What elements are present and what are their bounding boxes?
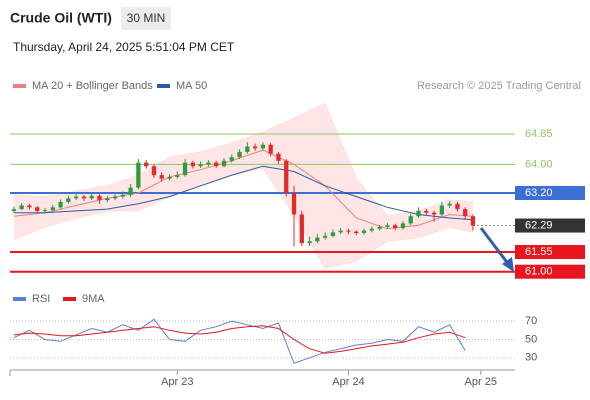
legend-label: MA 50 — [176, 80, 207, 92]
level-box — [515, 218, 585, 233]
bollinger-lower — [13, 167, 474, 269]
candle-body — [268, 144, 273, 154]
level-box — [515, 245, 585, 260]
candle-body — [315, 237, 320, 242]
candle-body — [50, 207, 55, 211]
candle-body — [120, 194, 125, 197]
candle-body — [299, 214, 304, 244]
x-tick-label: Apr 24 — [332, 376, 364, 388]
timestamp: Thursday, April 24, 2025 5:51:04 PM CET — [13, 40, 235, 54]
candle-body — [42, 210, 48, 212]
arrow-shaft — [479, 227, 511, 266]
candle-body — [439, 205, 444, 215]
candle-body — [322, 235, 328, 238]
candle-body — [97, 195, 102, 201]
moving-average — [13, 165, 474, 221]
candle-body — [284, 160, 289, 193]
x-tick-label: Apr 25 — [465, 376, 497, 388]
candle-body — [291, 193, 297, 215]
candle-body — [470, 216, 476, 226]
y-tick-label: 70 — [525, 315, 537, 327]
candle-body — [393, 225, 398, 229]
candle-body — [128, 187, 133, 195]
candle-body — [229, 157, 234, 161]
y-tick-label: 30 — [525, 352, 537, 364]
level-label: 61.55 — [525, 246, 553, 258]
bollinger-upper — [13, 102, 474, 217]
candle-body — [361, 230, 367, 234]
candle-body — [431, 212, 437, 215]
candle-body — [175, 175, 180, 177]
level-label: 64.00 — [525, 158, 553, 170]
level-label: 63.20 — [525, 187, 553, 199]
legend-label: RSI — [32, 293, 50, 305]
legend-label: MA 20 + Bollinger Bands — [32, 80, 153, 92]
candle-body — [424, 210, 429, 213]
candle-body — [66, 198, 71, 202]
rsi-line — [13, 318, 466, 364]
candle-body — [74, 196, 79, 199]
bollinger-fill — [13, 103, 474, 269]
candle-body — [182, 162, 188, 176]
candle-body — [369, 228, 374, 231]
candle-body — [136, 162, 141, 188]
candle-body — [58, 201, 63, 208]
level-label: 64.85 — [525, 128, 553, 140]
candle-body — [330, 232, 336, 236]
candle-body — [307, 241, 312, 244]
level-box — [515, 264, 585, 279]
candle-body — [276, 153, 281, 161]
candle-body — [81, 196, 87, 199]
candle-body — [89, 195, 94, 199]
candle-body — [151, 166, 157, 176]
forecast-arrow — [479, 227, 514, 272]
candle-body — [385, 225, 390, 227]
candle-body — [144, 162, 149, 167]
candle-body — [167, 176, 172, 179]
candle-body — [190, 162, 195, 167]
candle-body — [354, 231, 359, 234]
candle-body — [338, 230, 343, 233]
x-tick-label: Apr 23 — [161, 376, 193, 388]
candle-body — [447, 203, 452, 206]
level-label: 61.00 — [525, 266, 553, 278]
candle-body — [252, 146, 258, 149]
candle-body — [27, 205, 32, 208]
candle-body — [206, 162, 211, 165]
candle-body — [11, 209, 17, 211]
level-label: 62.29 — [525, 219, 553, 231]
candle-body — [237, 151, 242, 158]
candle-body — [377, 226, 382, 229]
candle-body — [35, 207, 40, 211]
candle-body — [408, 216, 413, 224]
title: Crude Oil (WTI) — [10, 10, 112, 26]
candle-body — [198, 164, 203, 167]
candle-body — [400, 223, 406, 229]
candle-body — [221, 160, 227, 167]
candle-body — [105, 198, 110, 201]
candle-body — [260, 144, 266, 149]
legend-label: 9MA — [82, 293, 105, 305]
interval-badge[interactable] — [121, 7, 171, 30]
candle-body — [455, 203, 460, 210]
candle-body — [214, 162, 219, 167]
interval[interactable]: 30 MIN — [127, 11, 166, 25]
level-box — [515, 186, 585, 200]
candle-body — [416, 210, 421, 217]
candle-body — [112, 196, 118, 199]
candle-body — [19, 205, 24, 210]
candle-body — [346, 230, 351, 232]
candle-body — [463, 209, 468, 217]
candle-body — [159, 175, 164, 179]
candle-body — [245, 146, 250, 152]
y-tick-label: 50 — [525, 333, 537, 345]
arrow-head — [502, 257, 514, 272]
credit: Research © 2025 Trading Central — [417, 80, 581, 92]
rsi-line — [13, 325, 466, 354]
